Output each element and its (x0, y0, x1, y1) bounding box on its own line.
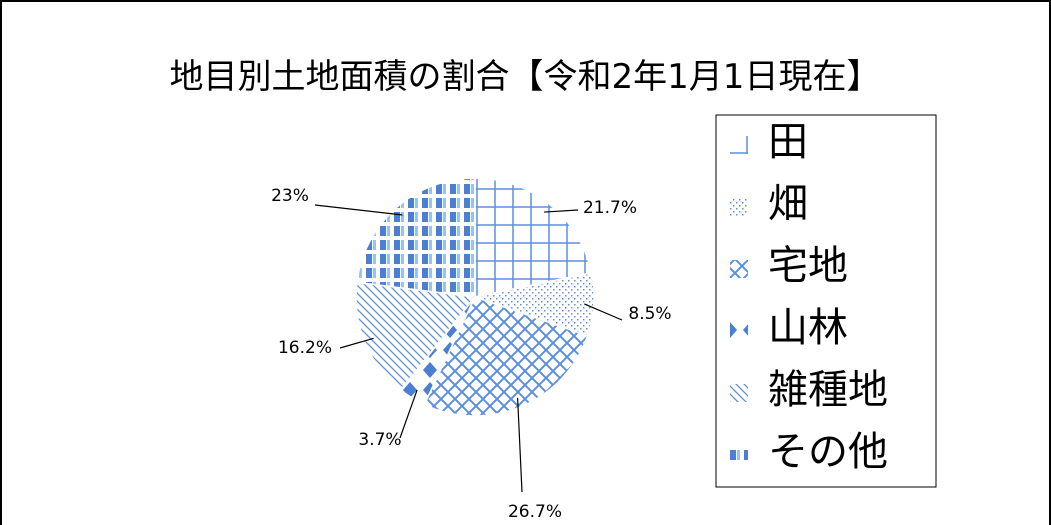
legend-box (715, 114, 937, 488)
data-label: 21.7% (583, 198, 637, 218)
leader-line (517, 397, 523, 493)
legend-label: 畑 (768, 181, 808, 227)
legend-label: 宅地 (768, 243, 848, 289)
legend-swatch (730, 136, 748, 154)
pie-slice (474, 177, 593, 298)
leader-line (544, 209, 579, 213)
legend-swatch (730, 322, 748, 340)
data-label: 23% (271, 186, 309, 206)
legend-swatch (730, 260, 748, 278)
legend-label: 山林 (768, 305, 848, 351)
data-label: 26.7% (508, 502, 562, 522)
legend-label: 田 (768, 119, 808, 165)
legend-label: 雑種地 (768, 367, 888, 413)
legend-swatch (730, 446, 748, 464)
data-label: 16.2% (278, 338, 332, 358)
legend-label: その他 (768, 429, 888, 475)
legend-swatch (730, 384, 748, 402)
chart-title: 地目別土地面積の割合【令和2年1月1日現在】 (170, 57, 881, 97)
data-label: 3.7% (358, 430, 401, 450)
pie-slice (356, 177, 476, 298)
leader-line (314, 204, 403, 216)
data-label: 8.5% (628, 304, 671, 324)
legend-swatch (730, 198, 748, 216)
leader-line (339, 337, 374, 349)
leader-line (584, 303, 623, 321)
pie-slice (355, 281, 477, 392)
leader-line (399, 389, 418, 439)
pie-slice (423, 296, 589, 417)
